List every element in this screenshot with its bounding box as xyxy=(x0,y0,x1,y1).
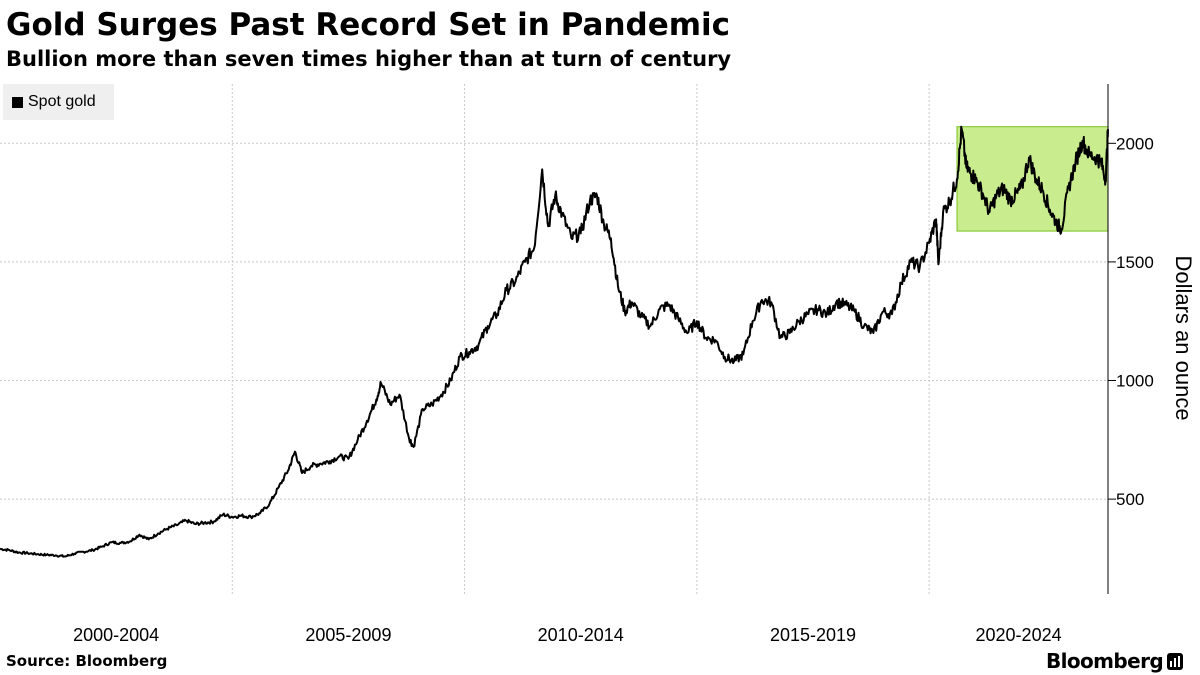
y-tick-label-500: 500 xyxy=(1116,490,1144,509)
brand-logo: Bloomberg xyxy=(1046,647,1184,675)
x-tick-label-0: 2000-2004 xyxy=(73,625,159,645)
x-tick-label-1: 2005-2009 xyxy=(305,625,391,645)
chart-subtitle: Bullion more than seven times higher tha… xyxy=(6,47,732,71)
x-tick-label-2: 2010-2014 xyxy=(538,625,624,645)
series-line-spot-gold xyxy=(0,125,1109,558)
x-axis-labels: 2000-2004 2005-2009 2010-2014 2015-2019 2020… xyxy=(73,625,1062,645)
y-axis: 500 1000 1500 2000 xyxy=(1107,84,1154,594)
highlight-region-layer xyxy=(956,126,1109,232)
x-tick-label-3: 2015-2019 xyxy=(770,625,856,645)
y-tick-label-2000: 2000 xyxy=(1116,134,1154,153)
legend-label-spot-gold: Spot gold xyxy=(28,93,96,110)
y-tick-label-1000: 1000 xyxy=(1116,372,1154,391)
source-note: Source: Bloomberg xyxy=(6,652,168,670)
chart-title: Gold Surges Past Record Set in Pandemic xyxy=(6,7,731,43)
legend-swatch-spot-gold xyxy=(12,96,23,108)
y-axis-title: Dollars an ounce xyxy=(1171,255,1196,420)
bloomberg-terminal-icon xyxy=(1167,652,1184,670)
y-tick-label-1500: 1500 xyxy=(1116,253,1154,272)
highlight-region xyxy=(956,126,1109,232)
x-tick-label-4: 2020-2024 xyxy=(976,625,1062,645)
grid xyxy=(0,84,1108,594)
series-layer xyxy=(0,125,1109,558)
legend: Spot gold xyxy=(3,84,114,120)
brand-name: Bloomberg xyxy=(1046,649,1164,673)
